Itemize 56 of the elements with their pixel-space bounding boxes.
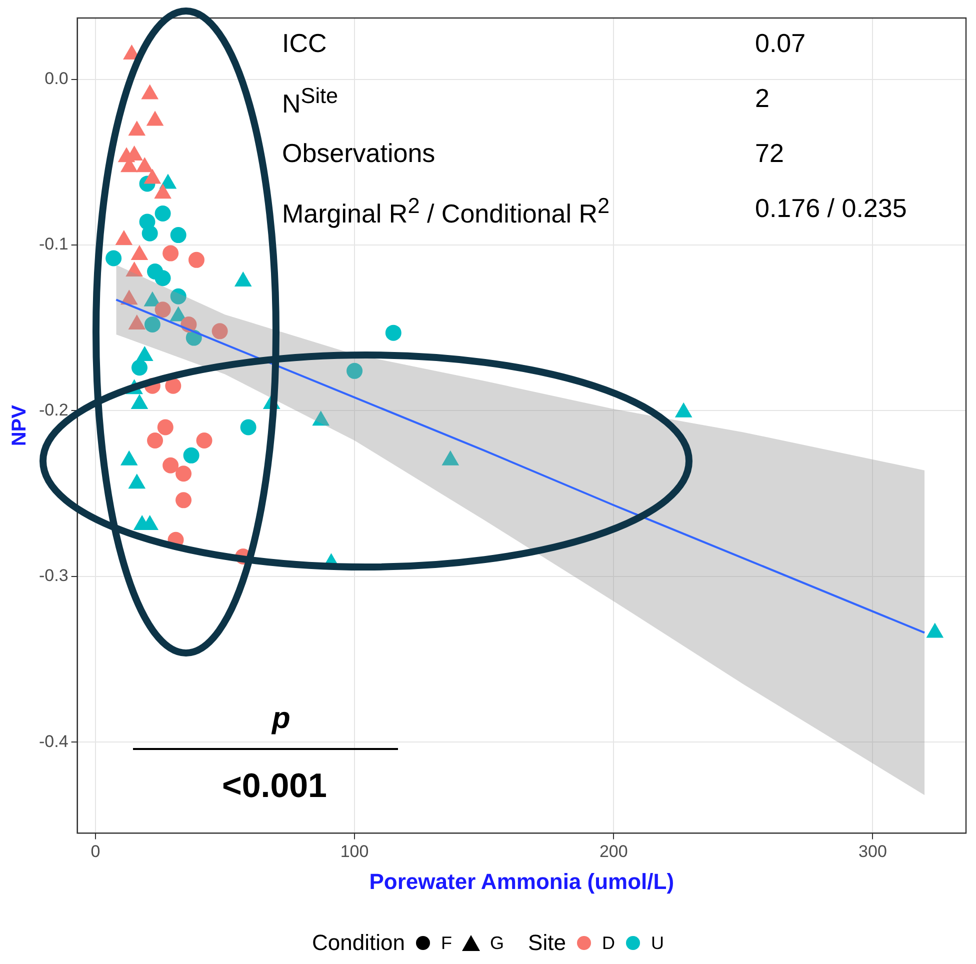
x-tick-label: 300 — [858, 842, 887, 862]
y-tick-label: -0.3 — [38, 566, 68, 586]
point — [346, 362, 363, 379]
annotation: Marginal R$^{2}$ / Conditional R$^{2}$ — [282, 193, 610, 230]
point — [154, 184, 172, 199]
point — [240, 419, 256, 436]
text: G — [490, 932, 504, 954]
annotation: 72 — [755, 138, 784, 169]
y-axis-title: NPV — [8, 404, 31, 446]
text: Condition — [312, 930, 405, 956]
annotation: N$^{Site}$ — [282, 83, 338, 120]
point — [176, 466, 192, 482]
point — [196, 432, 212, 449]
point — [144, 168, 162, 184]
point — [170, 288, 186, 304]
point — [126, 262, 143, 277]
annotation: <0.001 — [222, 767, 327, 806]
point — [154, 302, 171, 318]
point — [144, 316, 160, 333]
point — [212, 323, 228, 340]
point — [234, 271, 252, 286]
x-tick-label: 200 — [599, 842, 628, 862]
annotation: Observations — [282, 138, 436, 169]
y-tick-label: -0.4 — [38, 732, 68, 751]
point — [147, 432, 164, 449]
x-tick-label: 100 — [340, 842, 369, 862]
point — [128, 314, 146, 330]
point — [115, 230, 133, 246]
point — [131, 360, 148, 376]
point — [157, 419, 174, 436]
annotation: ICC — [282, 28, 327, 59]
point — [385, 324, 402, 341]
annotation: 0.176 / 0.235 — [755, 193, 907, 224]
annotation: 2 — [755, 83, 770, 114]
x-axis-title: Porewater Ammonia (umol/L) — [369, 868, 674, 894]
point — [183, 447, 200, 464]
point — [165, 378, 182, 394]
text: U — [650, 932, 664, 954]
annotation: p — [272, 702, 290, 736]
annotation: 0.07 — [755, 28, 806, 59]
point — [136, 157, 154, 172]
point — [162, 457, 179, 474]
point — [128, 120, 146, 136]
point — [136, 346, 154, 362]
text: F — [441, 932, 452, 954]
point — [141, 84, 158, 100]
y-tick-label: -0.2 — [38, 400, 68, 420]
y-tick-label: -0.1 — [38, 234, 68, 254]
text: D — [602, 932, 615, 954]
y-tick-label: 0.0 — [44, 68, 68, 88]
text: Site — [528, 930, 566, 956]
x-tick-label: 0 — [90, 842, 100, 862]
point — [146, 110, 164, 126]
point — [188, 252, 204, 268]
point — [176, 492, 192, 508]
point — [130, 244, 148, 260]
